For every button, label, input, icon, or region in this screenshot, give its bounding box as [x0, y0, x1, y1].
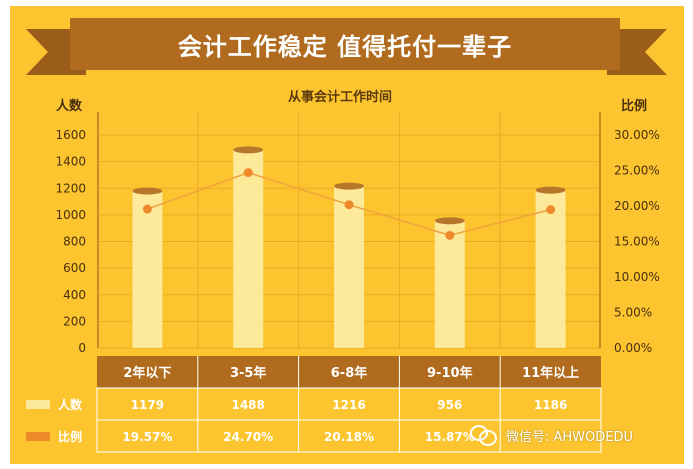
- legend-label-ratio: 比例: [58, 429, 82, 444]
- legend-label-count: 人数: [58, 397, 83, 412]
- left-axis-line: [97, 112, 99, 348]
- category-label: 9-10年: [427, 365, 473, 381]
- y-tick-label-left: 1000: [55, 208, 86, 222]
- y-tick-label-right: 25.00%: [614, 164, 660, 178]
- y-tick-label-left: 600: [63, 261, 86, 275]
- watermark: 微信号: AHWODEDU: [470, 424, 633, 446]
- left-axis-title: 人数: [56, 99, 83, 114]
- watermark-text: 微信号: AHWODEDU: [506, 429, 634, 445]
- count-value-label: 1488: [231, 398, 264, 412]
- y-tick-label-left: 400: [63, 288, 86, 302]
- ratio-point: [546, 205, 556, 215]
- y-tick-label-left: 1400: [55, 155, 86, 169]
- y-tick-label-right: 30.00%: [614, 128, 660, 142]
- bar-cap: [233, 146, 264, 154]
- category-label: 6-8年: [331, 365, 368, 381]
- y-tick-label-left: 0: [78, 341, 86, 355]
- bar: [233, 149, 264, 348]
- right-axis-line: [599, 112, 601, 348]
- y-tick-label-left: 200: [63, 314, 86, 328]
- ratio-value-label: 19.57%: [122, 430, 172, 444]
- bar-cap: [535, 186, 566, 194]
- bar-cap: [434, 217, 465, 225]
- category-label: 11年以上: [522, 365, 579, 381]
- y-tick-label-left: 1600: [55, 128, 86, 142]
- ratio-value-label: 24.70%: [223, 430, 273, 444]
- ratio-point: [445, 230, 455, 240]
- y-tick-label-left: 800: [63, 235, 86, 249]
- ratio-point: [344, 200, 354, 210]
- count-value-label: 956: [437, 398, 462, 412]
- count-value-label: 1216: [332, 398, 365, 412]
- legend-swatch-ratio: [26, 432, 50, 441]
- ratio-value-label: 15.87%: [425, 430, 475, 444]
- ratio-point: [243, 168, 253, 178]
- bar: [535, 190, 566, 348]
- bar-cap: [132, 187, 163, 195]
- y-tick-label-left: 1200: [55, 181, 86, 195]
- category-label: 2年以下: [123, 365, 171, 381]
- banner-title: 会计工作稳定 值得托付一辈子: [70, 18, 620, 70]
- bar-cap: [334, 182, 364, 190]
- y-tick-label-right: 5.00%: [614, 306, 652, 320]
- bar: [434, 220, 465, 348]
- table-header-bg: [97, 356, 601, 388]
- y-tick-label-right: 0.00%: [614, 341, 652, 355]
- chart-title: 从事会计工作时间: [287, 90, 392, 105]
- ratio-value-label: 20.18%: [324, 430, 374, 444]
- y-tick-label-right: 15.00%: [614, 235, 660, 249]
- y-tick-label-right: 10.00%: [614, 270, 660, 284]
- count-value-label: 1186: [534, 398, 567, 412]
- bar: [334, 186, 364, 348]
- wechat-icon: [470, 425, 500, 446]
- category-label: 3-5年: [230, 365, 267, 381]
- right-axis-title: 比例: [621, 99, 648, 114]
- bar: [132, 191, 163, 348]
- legend-swatch-count: [26, 400, 50, 409]
- y-tick-label-right: 20.00%: [614, 199, 660, 213]
- ratio-point: [142, 204, 152, 214]
- count-value-label: 1179: [131, 398, 164, 412]
